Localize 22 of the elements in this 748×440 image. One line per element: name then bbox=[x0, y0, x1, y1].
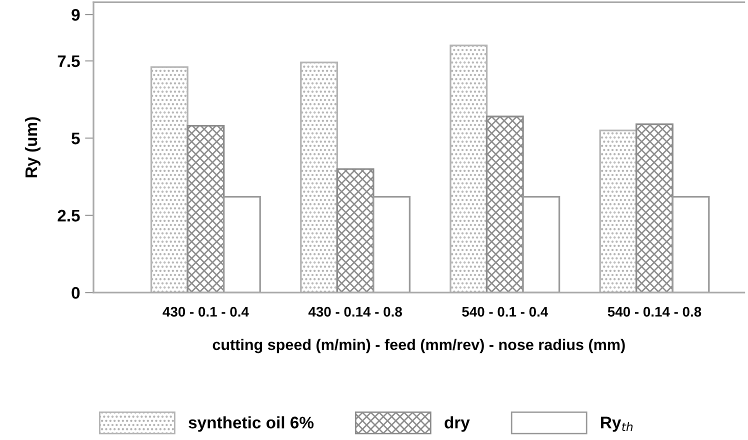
y-tick-label: 2.5 bbox=[58, 210, 80, 222]
bar bbox=[223, 196, 261, 293]
y-tick-label: 7.5 bbox=[58, 55, 80, 68]
y-tick-label: 0 bbox=[72, 287, 80, 299]
y-tick-label: 9 bbox=[72, 8, 80, 21]
x-tick-label: 430 - 0.14 - 0.8 bbox=[308, 306, 402, 317]
legend-label: synthetic oil 6% bbox=[188, 416, 314, 432]
y-tick-label: 5 bbox=[72, 132, 80, 144]
x-tick-label: 430 - 0.1 - 0.4 bbox=[162, 306, 249, 317]
legend-label: Ry$_{th}$ bbox=[601, 416, 633, 432]
bar bbox=[486, 116, 524, 293]
bar bbox=[186, 124, 225, 293]
bar bbox=[372, 196, 411, 293]
bar bbox=[636, 123, 674, 293]
x-tick-label: 540 - 0.14 - 0.8 bbox=[608, 306, 702, 317]
bar bbox=[522, 196, 560, 293]
y-axis-title: Ry (um) bbox=[24, 117, 40, 178]
x-axis-title: cutting speed (m/min) - feed (mm/rev) - nose radius (mm) bbox=[212, 338, 625, 354]
legend-label: dry bbox=[444, 416, 470, 432]
x-tick-label: 540 - 0.1 - 0.4 bbox=[462, 306, 548, 317]
bar bbox=[672, 196, 710, 293]
bar bbox=[336, 168, 374, 293]
